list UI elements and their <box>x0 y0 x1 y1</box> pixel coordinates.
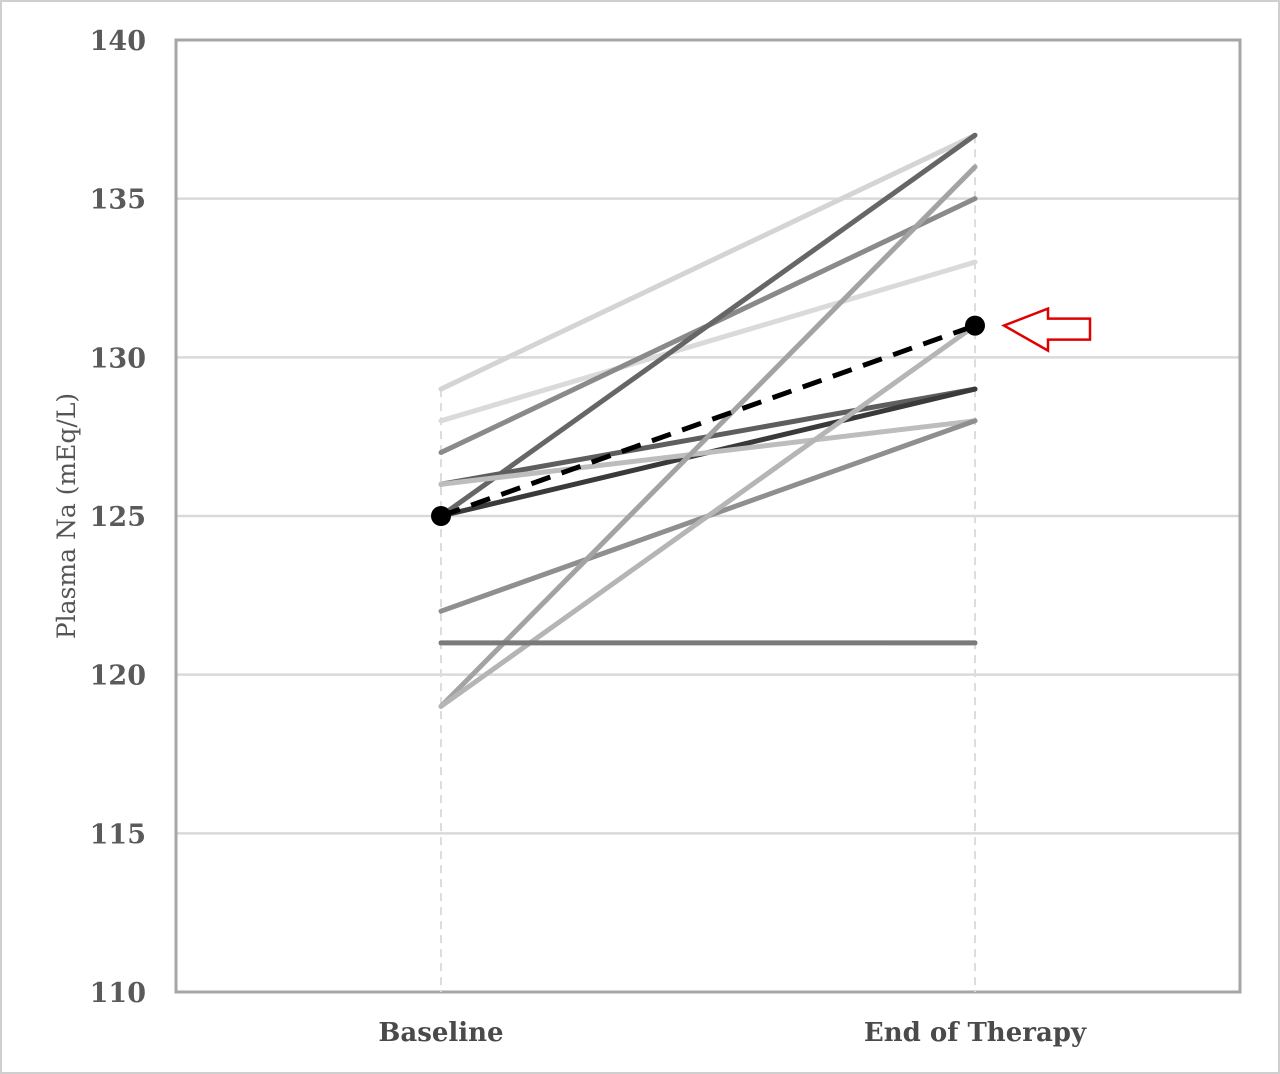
y-tick-label: 140 <box>90 26 146 57</box>
y-tick-label: 115 <box>90 819 146 850</box>
y-tick-label: 125 <box>90 502 146 533</box>
gridlines <box>174 38 1242 994</box>
y-tick-label: 120 <box>90 661 146 692</box>
y-tick-label: 110 <box>90 978 146 1009</box>
series-marker <box>965 315 985 336</box>
annotations <box>1001 306 1092 353</box>
highlighted-series-line <box>440 323 976 519</box>
series-lines <box>438 132 978 709</box>
series-markers <box>431 315 985 526</box>
y-axis-title: Plasma Na (mEq/L) <box>52 393 81 639</box>
red-arrow-icon <box>1001 306 1092 353</box>
y-tick-label: 130 <box>90 343 146 374</box>
series-marker <box>431 506 451 526</box>
series-line <box>438 164 978 709</box>
series-line <box>438 132 978 392</box>
x-tick-label: End of Therapy <box>864 1018 1087 1048</box>
series-line <box>438 132 978 519</box>
plot-area-border <box>174 38 1242 994</box>
y-tick-labels: 110 115 120 125 130 135 140 <box>90 26 146 1009</box>
x-tick-label: Baseline <box>378 1018 503 1048</box>
series-line <box>438 418 978 487</box>
x-tick-labels: Baseline End of Therapy <box>378 1018 1087 1048</box>
y-tick-label: 135 <box>90 185 146 216</box>
series-line <box>438 259 978 424</box>
